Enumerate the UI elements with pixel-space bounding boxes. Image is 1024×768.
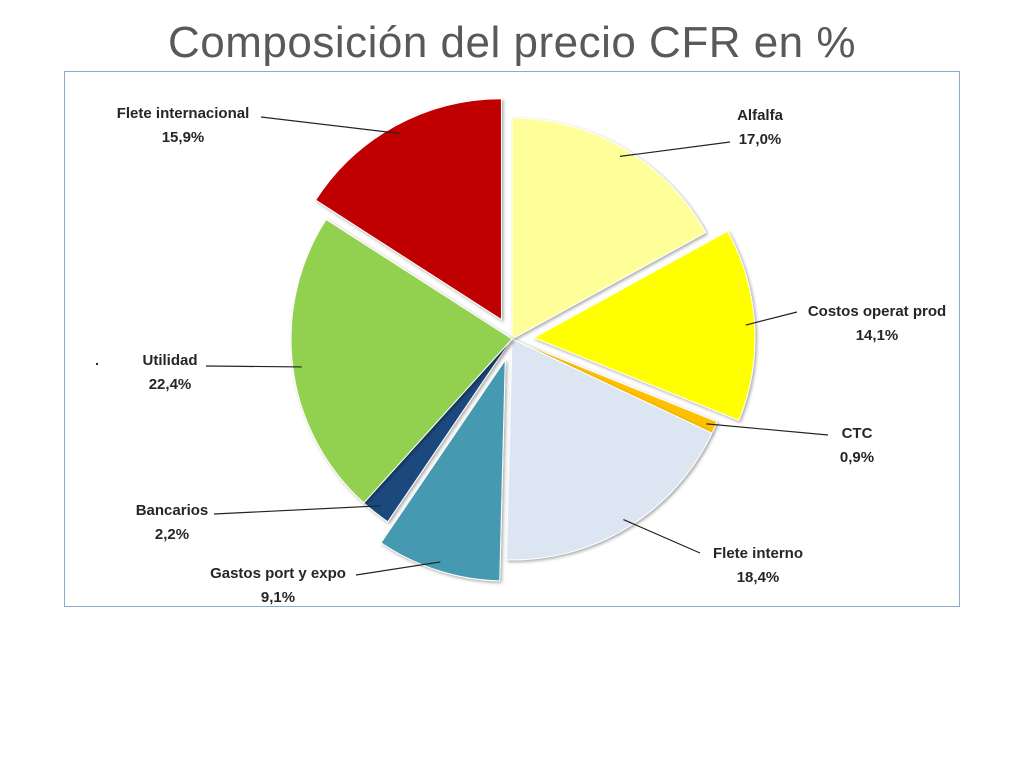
pie-slice-1: [532, 230, 756, 421]
slice-label-3: Flete interno: [713, 545, 803, 562]
slice-label-7: Flete internacional: [117, 105, 250, 122]
pie-slice-0: [511, 117, 707, 340]
pie-slice-7: [314, 98, 502, 321]
slice-label-5: Bancarios: [136, 502, 209, 519]
pie-slice-4: [380, 358, 506, 582]
leader-line-4: [355, 561, 441, 576]
pie-slice-6: [290, 218, 513, 504]
slice-value-6: 22,4%: [149, 376, 192, 393]
slice-value-7: 15,9%: [162, 129, 205, 146]
leader-line-1: [745, 311, 798, 326]
slice-label-4: Gastos port y expo: [210, 565, 346, 582]
slice-value-4: 9,1%: [261, 589, 295, 606]
slice-value-2: 0,9%: [840, 449, 874, 466]
leader-line-5: [213, 505, 381, 515]
stray-mark: .: [95, 352, 99, 368]
pie-slice-3: [505, 338, 713, 561]
slice-value-1: 14,1%: [856, 327, 899, 344]
leader-line-7: [260, 116, 400, 135]
slice-label-0: Alfalfa: [737, 107, 784, 124]
leader-line-6: [205, 365, 302, 368]
slide-title: Composición del precio CFR en %: [167, 18, 856, 67]
slice-label-1: Costos operat prod: [808, 303, 946, 320]
leader-line-3: [623, 518, 701, 554]
slice-value-5: 2,2%: [155, 526, 189, 543]
leader-line-2: [706, 423, 829, 436]
slice-label-2: CTC: [842, 425, 873, 442]
slice-value-0: 17,0%: [739, 131, 782, 148]
slice-value-3: 18,4%: [737, 569, 780, 586]
leader-line-0: [619, 141, 731, 157]
slice-label-6: Utilidad: [143, 352, 198, 369]
